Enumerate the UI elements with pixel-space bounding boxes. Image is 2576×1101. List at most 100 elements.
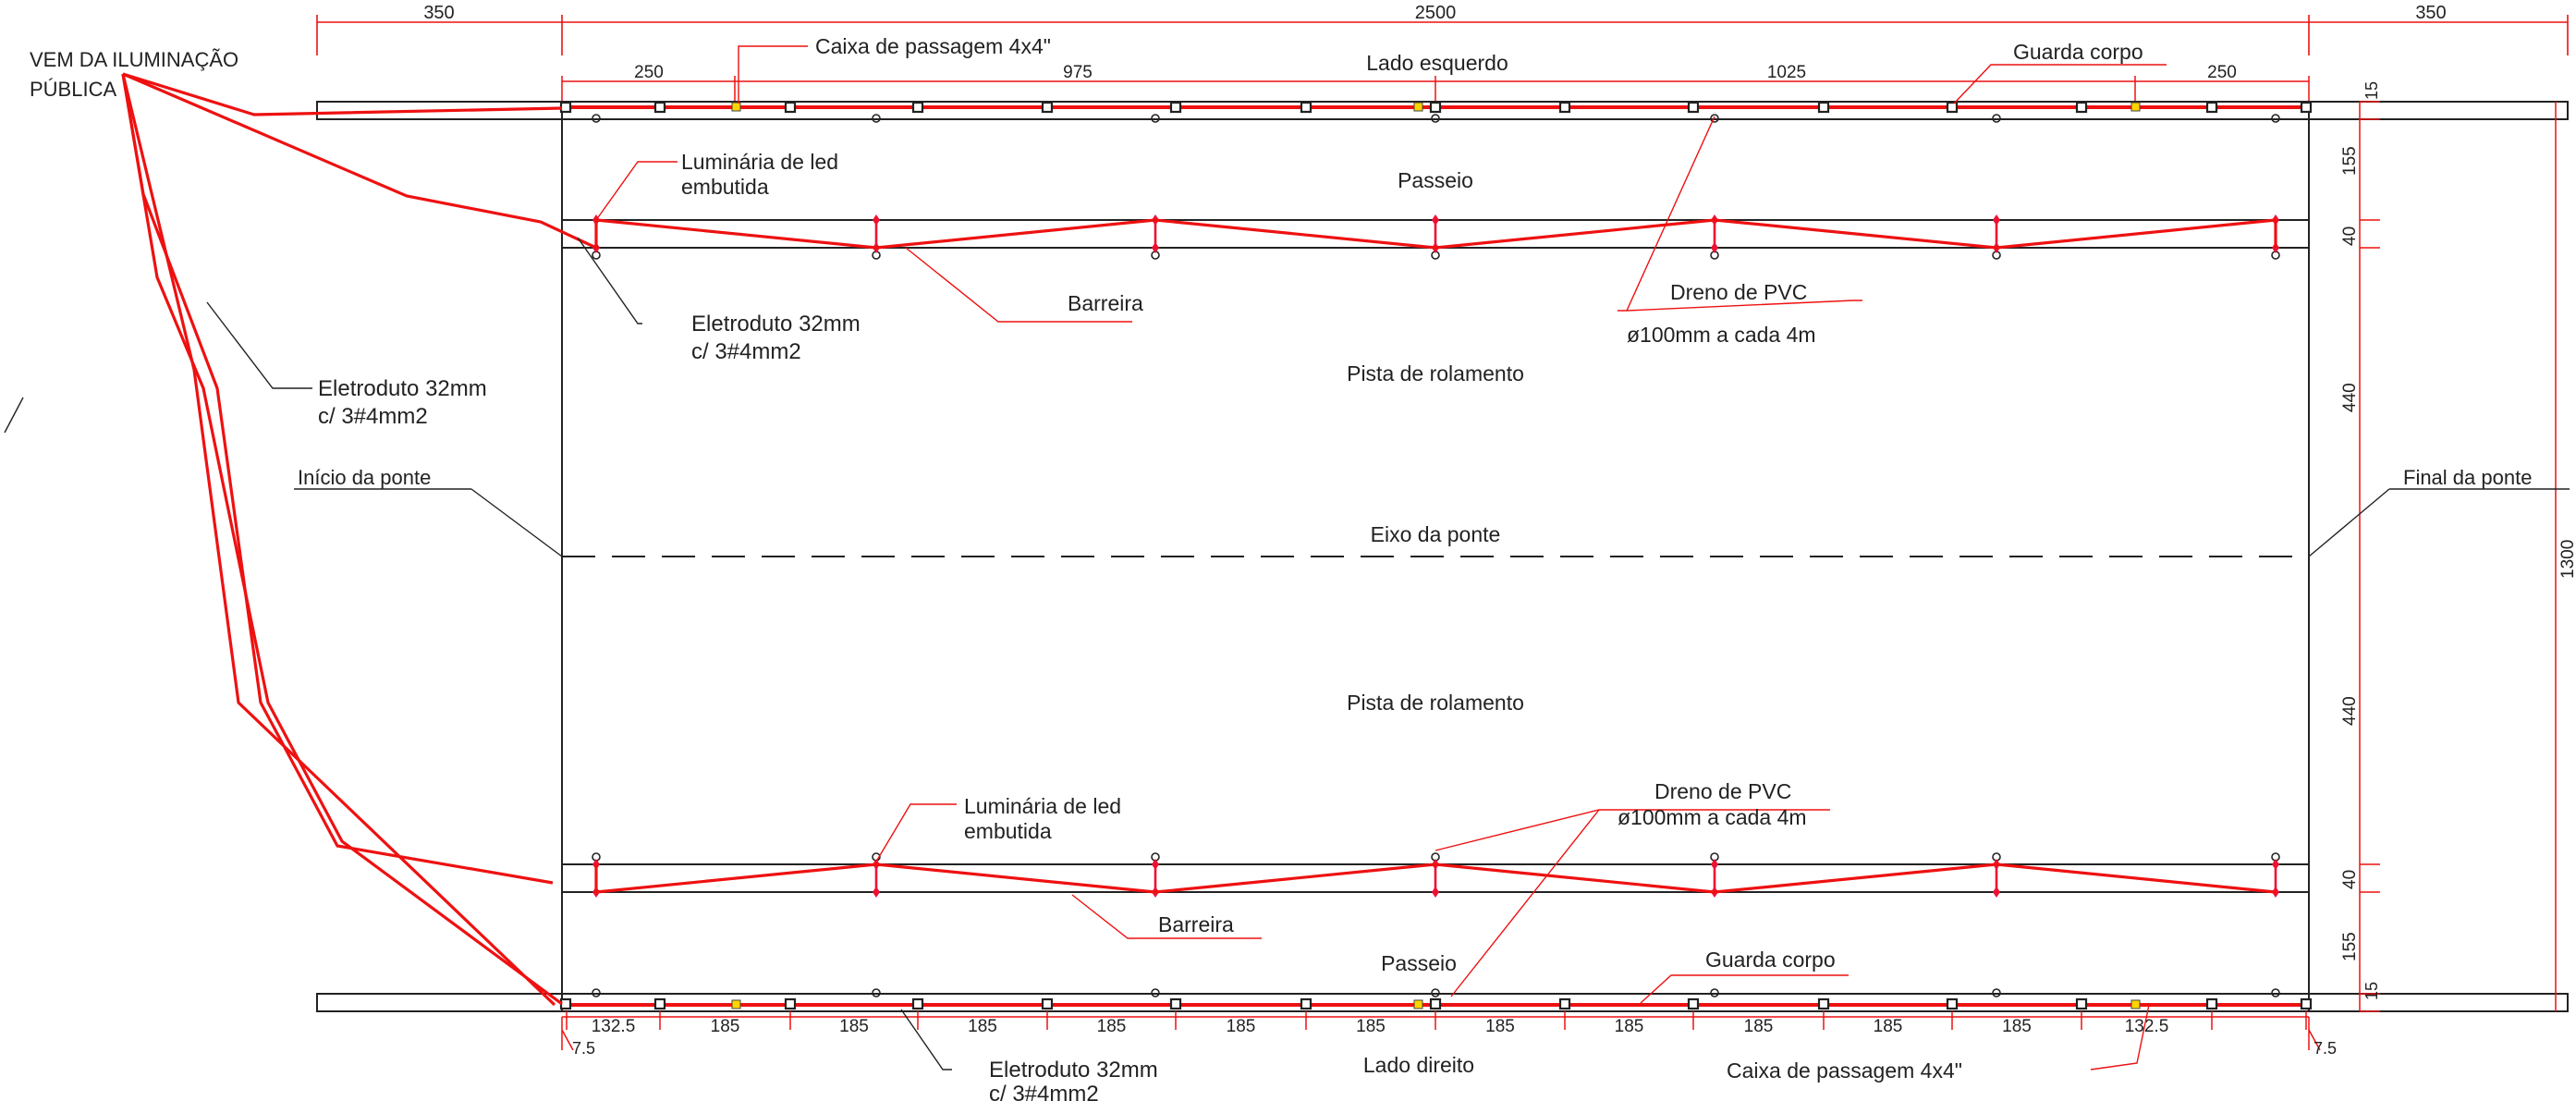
bottom-dim-label: 132.5 [592, 1017, 636, 1036]
label-conduit-top-2: c/ 3#4mm2 [691, 339, 801, 364]
label-railing-top: Guarda corpo [2013, 40, 2143, 64]
dim-top-seg-4: 250 [2207, 63, 2237, 82]
railing-post [911, 997, 924, 1010]
railing-post [1300, 101, 1312, 114]
drain-top-sidewalk [1710, 114, 1719, 123]
label-sidewalk-top: Passeio [1398, 168, 1473, 192]
railing-post [653, 101, 666, 114]
bottom-dim-label: 185 [1744, 1017, 1774, 1036]
dim-vert-15-top: 15 [2362, 81, 2381, 100]
drain-bottom-sidewalk [2271, 988, 2280, 997]
bottom-dim-label: 185 [1874, 1017, 1903, 1036]
label-roadway-top: Pista de rolamento [1347, 361, 1524, 385]
drain-bottom-sidewalk [1151, 988, 1160, 997]
dim-vert-155-top: 155 [2340, 146, 2360, 176]
label-drain-bottom-2: ø100mm a cada 4m [1618, 805, 1807, 829]
railing-post [2205, 997, 2218, 1010]
drain-bottom-sidewalk [1431, 988, 1440, 997]
label-roadway-bottom: Pista de rolamento [1347, 691, 1524, 715]
dim-vert-440-top: 440 [2340, 383, 2360, 412]
railing-post [911, 101, 924, 114]
junction-box-bottom-3 [2130, 999, 2141, 1009]
dim-vert-440-bottom: 440 [2340, 696, 2360, 726]
label-right-side: Lado direito [1363, 1053, 1474, 1077]
dim-vert-40-top: 40 [2340, 226, 2360, 246]
railing-post [1300, 997, 1312, 1010]
railing-post [1169, 101, 1182, 114]
railing-post [1817, 101, 1830, 114]
railing-post [2300, 997, 2313, 1010]
drain-bottom-sidewalk [872, 988, 881, 997]
railing-post [2075, 101, 2088, 114]
bottom-dim-label: 185 [968, 1017, 997, 1036]
dim-vert-15-bottom: 15 [2362, 982, 2381, 1000]
dim-top-seg-1: 250 [634, 63, 664, 82]
drain-bottom-sidewalk [592, 988, 601, 997]
railing-post [1169, 997, 1182, 1010]
railing-post [2075, 997, 2088, 1010]
label-luminaire-bottom-1: Luminária de led [964, 794, 1121, 818]
overall-dimension [316, 15, 2569, 55]
label-luminaire-top-1: Luminária de led [681, 150, 838, 174]
railing-post [1687, 997, 1700, 1010]
railing-post [1558, 101, 1571, 114]
dim-vert-155-bottom: 155 [2340, 932, 2360, 961]
drain-top-sidewalk [1431, 114, 1440, 123]
dim-vert-40-bottom: 40 [2340, 870, 2360, 889]
dim-overall-middle: 2500 [1415, 3, 1457, 23]
label-barrier-top: Barreira [1068, 291, 1143, 315]
label-conduit-left-1: Eletroduto 32mm [318, 376, 487, 401]
bottom-dim-label: 185 [711, 1017, 740, 1036]
label-luminaire-bottom-2: embutida [964, 819, 1052, 843]
label-conduit-left-2: c/ 3#4mm2 [318, 404, 428, 429]
label-from-public-lighting-2: PÚBLICA [30, 78, 116, 101]
label-junction-box-bottom: Caixa de passagem 4x4" [1727, 1058, 1962, 1083]
railing-post [1429, 997, 1442, 1010]
label-conduit-bottom-2: c/ 3#4mm2 [989, 1082, 1099, 1101]
bottom-dim-label: 185 [839, 1017, 869, 1036]
drain-top-sidewalk [2271, 114, 2280, 123]
conduit-runs [121, 72, 2277, 1007]
bottom-dim-label: 185 [2002, 1017, 2032, 1036]
vertical-dimension [2359, 101, 2557, 1012]
label-drain-top-2: ø100mm a cada 4m [1627, 323, 1816, 347]
drain-top-sidewalk [1151, 114, 1160, 123]
railing-post [2300, 101, 2313, 114]
label-luminaire-top-2: embutida [681, 175, 769, 199]
label-drain-bottom-1: Dreno de PVC [1654, 779, 1791, 803]
railing-post [2205, 101, 2218, 114]
bottom-segment-dimension: 132.5 185 185 185 185 185 185 185 185 185 185 185 13… [562, 1011, 2309, 1036]
drain-bottom-sidewalk [1992, 988, 2001, 997]
end-dimensions [561, 1017, 2321, 1051]
railing-post [559, 997, 572, 1010]
bottom-railing-posts [559, 997, 2313, 1010]
bottom-dim-label: 185 [1615, 1017, 1644, 1036]
railing-post [784, 101, 797, 114]
drain-top-sidewalk [592, 114, 601, 123]
luminaire-markers [592, 214, 2279, 898]
label-conduit-bottom-1: Eletroduto 32mm [989, 1058, 1158, 1083]
label-bridge-start: Início da ponte [298, 466, 431, 489]
dim-top-seg-3: 1025 [1767, 63, 1806, 82]
railing-post [1558, 997, 1571, 1010]
label-from-public-lighting-1: VEM DA ILUMINAÇÃO [30, 48, 238, 71]
dim-end-left: 7.5 [572, 1039, 595, 1058]
junction-box-top-3 [2130, 102, 2141, 112]
label-drain-top-1: Dreno de PVC [1670, 280, 1807, 304]
dim-overall-right: 350 [2415, 3, 2446, 23]
railing-post [559, 101, 572, 114]
railing-post [1946, 101, 1959, 114]
label-sidewalk-bottom: Passeio [1381, 951, 1457, 975]
junction-box-bottom-1 [731, 999, 741, 1009]
bottom-dim-label: 185 [1097, 1017, 1127, 1036]
leader-lines [595, 45, 2167, 1070]
label-barrier-bottom: Barreira [1158, 912, 1234, 936]
dim-overall-left: 350 [423, 3, 454, 23]
railing-post [1817, 997, 1830, 1010]
label-junction-box-top: Caixa de passagem 4x4" [815, 34, 1051, 58]
label-bridge-axis: Eixo da ponte [1371, 522, 1501, 546]
dim-end-right: 7.5 [2314, 1039, 2337, 1058]
railing-post [1041, 997, 1054, 1010]
drain-top-sidewalk [1992, 114, 2001, 123]
